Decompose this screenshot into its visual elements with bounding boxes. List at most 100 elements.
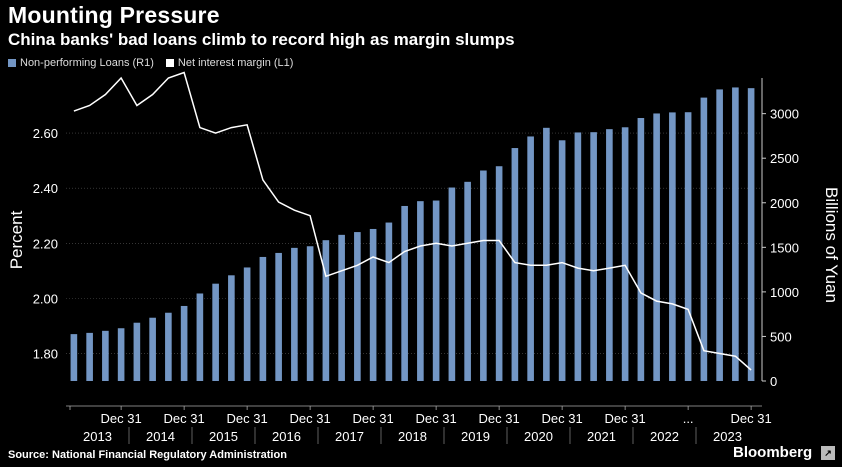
npl-bar-41 <box>716 89 723 382</box>
npl-bar-35 <box>621 127 629 381</box>
npl-bar-14 <box>291 247 298 381</box>
x-year-label-2019: 2019 <box>461 429 490 444</box>
y-left-tick-3: 2.40 <box>33 181 58 196</box>
x-tick-label-7: Dec 31 <box>542 411 583 426</box>
npl-bar-16 <box>322 240 330 381</box>
npl-bar-12 <box>259 256 267 381</box>
npl-bar-11 <box>243 267 251 381</box>
x-year-label-2015: 2015 <box>209 429 238 444</box>
npl-bar-6 <box>165 312 172 381</box>
npl-bar-25 <box>464 181 471 381</box>
legend: Non-performing Loans (R1) Net interest m… <box>8 57 305 69</box>
npl-bar-30 <box>543 127 550 381</box>
y-right-tick-0: 0 <box>770 374 777 389</box>
x-tick-label-6: Dec 31 <box>479 411 520 426</box>
x-tick-ellipsis: ... <box>683 411 694 426</box>
chart-title: Mounting Pressure <box>8 2 220 28</box>
npl-bar-19 <box>369 228 377 381</box>
npl-bar-2 <box>102 330 109 381</box>
npl-bar-4 <box>133 322 141 381</box>
axes <box>66 78 763 407</box>
npl-bar-39 <box>684 112 692 381</box>
y-left-tick-2: 2.20 <box>33 236 58 251</box>
npl-bar-18 <box>354 232 361 381</box>
npl-bar-23 <box>432 200 440 381</box>
x-year-label-2023: 2023 <box>713 429 742 444</box>
npl-bar-24 <box>448 187 456 381</box>
npl-bar-10 <box>228 275 235 381</box>
nim-line <box>73 71 752 371</box>
legend-label-nim: Net interest margin (L1) <box>177 57 294 69</box>
npl-bar-21 <box>401 205 408 381</box>
y-right-tick-3: 1500 <box>770 240 799 255</box>
x-tick-label-2: Dec 31 <box>227 411 268 426</box>
npl-bar-7 <box>180 305 188 381</box>
npl-bar-43 <box>747 88 755 381</box>
y-right-tick-5: 2500 <box>770 151 799 166</box>
x-year-label-2017: 2017 <box>335 429 364 444</box>
x-year-label-2014: 2014 <box>146 429 175 444</box>
y-axis-left-label: Percent <box>7 210 26 269</box>
npl-bar-3 <box>117 328 125 381</box>
npl-bar-13 <box>275 252 282 381</box>
npl-bar-36 <box>637 118 645 381</box>
x-tick-label-10: Dec 31 <box>731 411 772 426</box>
x-tick-label-4: Dec 31 <box>353 411 394 426</box>
npl-bar-32 <box>574 132 582 381</box>
x-year-label-2016: 2016 <box>272 429 301 444</box>
x-year-label-2018: 2018 <box>398 429 427 444</box>
npl-bar-37 <box>653 113 660 382</box>
y-right-tick-1: 500 <box>770 329 792 344</box>
y-left-tick-1: 2.00 <box>33 291 58 306</box>
npl-bar-15 <box>306 246 314 381</box>
npl-bar-9 <box>212 283 219 381</box>
y-axis-left: 1.80 2.00 2.20 2.40 2.60 <box>33 126 58 361</box>
source-note: Source: National Financial Regulatory Ad… <box>8 449 287 461</box>
external-link-icon: ↗ <box>821 446 835 460</box>
gridlines <box>66 132 762 354</box>
npl-bar-31 <box>558 140 566 381</box>
x-tick-label-8: Dec 31 <box>605 411 646 426</box>
x-tick-label-0: Dec 31 <box>101 411 142 426</box>
bloomberg-logo: Bloomberg <box>733 444 813 461</box>
y-left-tick-0: 1.80 <box>33 346 58 361</box>
y-right-tick-4: 2000 <box>770 196 799 211</box>
x-year-label-2013: 2013 <box>83 429 112 444</box>
y-left-tick-4: 2.60 <box>33 126 58 141</box>
npl-bar-27 <box>495 166 503 381</box>
y-axis-right: 0 500 1000 1500 2000 2500 3000 <box>762 107 799 389</box>
npl-bar-40 <box>700 97 708 381</box>
legend-swatch-npl <box>8 59 16 67</box>
x-tick-label-5: Dec 31 <box>416 411 457 426</box>
npl-bars <box>70 87 755 382</box>
y-right-tick-2: 1000 <box>770 285 799 300</box>
npl-bar-38 <box>669 112 676 381</box>
npl-bar-42 <box>732 87 739 381</box>
npl-bar-20 <box>385 222 393 381</box>
x-tick-label-1: Dec 31 <box>164 411 205 426</box>
legend-swatch-nim <box>165 59 174 67</box>
y-right-tick-6: 3000 <box>770 107 799 122</box>
chart-subtitle: China banks' bad loans climb to record h… <box>8 30 515 49</box>
npl-bar-1 <box>86 332 93 381</box>
npl-bar-28 <box>511 148 519 381</box>
npl-bar-34 <box>606 129 613 381</box>
x-year-label-2020: 2020 <box>524 429 553 444</box>
x-tick-label-3: Dec 31 <box>290 411 331 426</box>
npl-bar-29 <box>527 136 534 381</box>
x-year-label-2022: 2022 <box>650 429 679 444</box>
npl-bar-22 <box>417 201 424 381</box>
x-axis: Dec 31 2013 Dec 31 2014 Dec 31 2015 Dec 31 2016… <box>69 406 772 444</box>
legend-item-npl: Non-performing Loans (R1) <box>8 57 154 69</box>
legend-item-nim: Net interest margin (L1) <box>165 57 294 69</box>
npl-bar-0 <box>70 334 78 381</box>
npl-bar-26 <box>480 170 487 381</box>
npl-bar-17 <box>338 234 345 381</box>
npl-bar-5 <box>149 317 156 381</box>
x-year-label-2021: 2021 <box>587 429 616 444</box>
npl-bar-8 <box>196 293 204 381</box>
legend-label-npl: Non-performing Loans (R1) <box>20 57 154 69</box>
npl-bar-33 <box>590 132 597 381</box>
y-axis-right-label: Billions of Yuan <box>822 187 841 303</box>
